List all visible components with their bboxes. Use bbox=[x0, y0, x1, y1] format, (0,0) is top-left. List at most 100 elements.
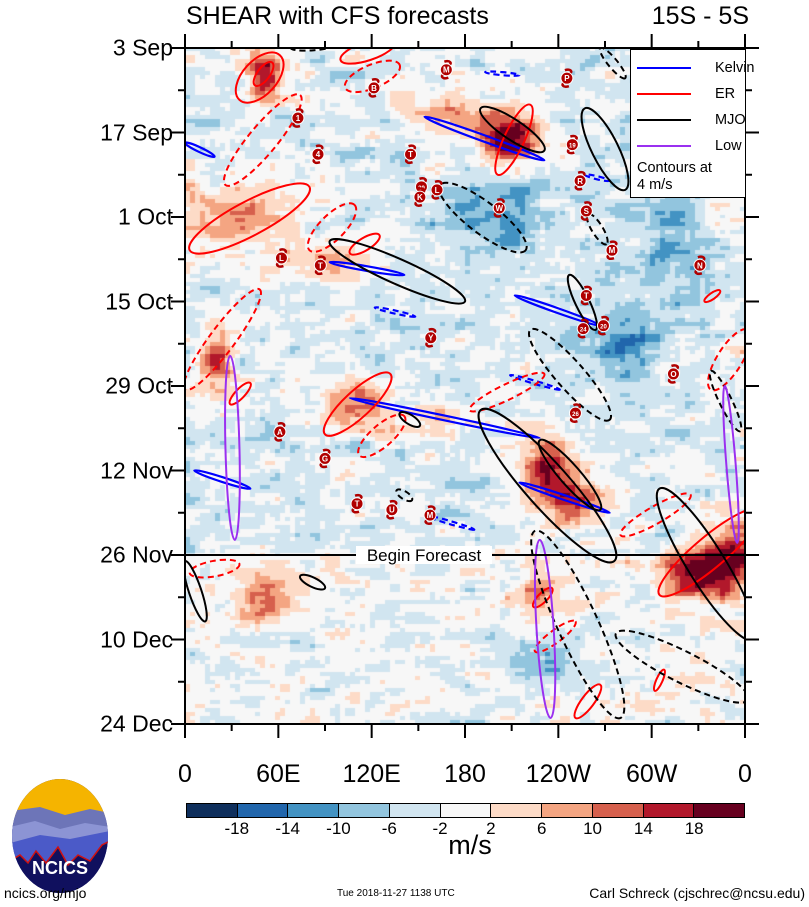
y-tick-label: 1 Oct bbox=[118, 203, 173, 230]
storm-icon bbox=[576, 322, 590, 336]
x-tick-label: 120E bbox=[342, 760, 401, 788]
storm-marker: Y bbox=[424, 327, 438, 348]
legend-item-low: Low bbox=[637, 138, 742, 154]
contour-note: Contours at 4 m/s bbox=[637, 160, 712, 194]
storm-icon bbox=[568, 406, 582, 420]
storm-marker: G bbox=[318, 448, 332, 469]
storm-icon bbox=[423, 508, 437, 522]
storm-icon bbox=[596, 319, 610, 333]
storm-label: A bbox=[277, 428, 283, 437]
storm-icon bbox=[424, 331, 438, 345]
storm-label: O bbox=[670, 370, 676, 379]
legend-item-mjo: MJO bbox=[637, 112, 746, 128]
storm-label: T bbox=[355, 500, 360, 509]
contour-er-neg bbox=[619, 492, 692, 538]
ncics-logo: NCICS bbox=[12, 779, 108, 893]
contour-mjo-neg bbox=[530, 529, 626, 720]
storm-label: R bbox=[577, 177, 583, 186]
colorbar-swatch bbox=[440, 804, 492, 817]
storm-icon bbox=[350, 497, 364, 511]
colorbar-swatch bbox=[542, 804, 593, 817]
storm-marker: W bbox=[492, 198, 506, 218]
storm-label: 4 bbox=[316, 150, 321, 159]
contour-mjo-pos bbox=[479, 105, 546, 154]
forecast-label: Begin Forecast bbox=[367, 546, 482, 565]
storm-icon bbox=[573, 174, 587, 188]
storm-icon bbox=[666, 367, 680, 381]
contour-mjo-pos bbox=[298, 573, 327, 591]
storm-label: P bbox=[564, 74, 570, 83]
contour-er-neg bbox=[185, 287, 262, 392]
colorbar-tick-label: -2 bbox=[432, 819, 448, 838]
storm-icon bbox=[605, 243, 619, 257]
storm-marker: A bbox=[273, 422, 287, 442]
storm-marker: B bbox=[367, 78, 381, 98]
legend-label: MJO bbox=[715, 112, 746, 128]
footer-author: Carl Schreck (cjschrec@ncsu.edu) bbox=[589, 885, 805, 901]
contour-kelvin-neg bbox=[509, 373, 561, 391]
legend-label: Low bbox=[715, 138, 742, 154]
colorbar-swatch bbox=[643, 804, 695, 817]
x-tick-label: 0 bbox=[738, 760, 752, 788]
storm-marker: T bbox=[579, 285, 593, 306]
storm-label: 19 bbox=[569, 144, 576, 150]
storm-icon bbox=[560, 71, 574, 85]
storm-label: 20 bbox=[600, 325, 607, 331]
legend-label: Kelvin bbox=[715, 60, 755, 76]
storm-marker: M bbox=[423, 505, 437, 525]
colorbar-swatch bbox=[592, 804, 644, 817]
contour-mjo-neg bbox=[289, 48, 336, 52]
x-tick-label: 0 bbox=[178, 760, 192, 788]
storm-marker: S bbox=[579, 201, 593, 221]
storm-marker: L bbox=[430, 180, 444, 200]
storm-label: 1 bbox=[296, 114, 301, 123]
storm-label: L bbox=[279, 254, 284, 263]
wave-contours bbox=[185, 48, 745, 720]
contour-low-pos bbox=[722, 384, 740, 544]
storm-marker: U bbox=[385, 499, 399, 520]
contour-mjo-neg bbox=[438, 181, 528, 254]
storm-label: S bbox=[584, 207, 590, 216]
x-tick-label: 180 bbox=[444, 760, 486, 788]
contour-mjo-pos bbox=[398, 411, 422, 428]
contour-er-neg bbox=[306, 202, 358, 253]
colorbar-swatch bbox=[339, 804, 390, 817]
storm-marker: L bbox=[274, 248, 288, 268]
contour-er-pos bbox=[573, 683, 603, 720]
contour-er-neg bbox=[357, 413, 407, 459]
storm-marker: P bbox=[560, 68, 574, 88]
contour-er-neg bbox=[533, 619, 577, 654]
storm-marker: 4 bbox=[311, 144, 325, 164]
y-tick-label: 17 Sep bbox=[100, 119, 173, 145]
storm-icon bbox=[385, 503, 399, 517]
storm-label: N bbox=[697, 261, 703, 270]
legend-label: ER bbox=[715, 86, 736, 102]
contour-er-pos bbox=[348, 232, 381, 256]
storm-icon bbox=[579, 288, 593, 302]
y-tick-label: 10 Dec bbox=[100, 626, 173, 652]
x-tick-label: 120W bbox=[525, 760, 591, 788]
y-tick-label: 3 Sep bbox=[112, 34, 173, 61]
storm-icon bbox=[367, 81, 381, 95]
colorbar-swatch bbox=[288, 804, 340, 817]
storm-label: M bbox=[609, 246, 616, 255]
contour-note-line: Contours at bbox=[637, 160, 712, 176]
chart-title: SHEAR with CFS forecasts bbox=[186, 2, 489, 30]
forecast-label-bg bbox=[356, 546, 492, 564]
storm-marker: T bbox=[404, 144, 418, 164]
contour-kelvin-pos bbox=[328, 260, 406, 277]
colorbar-tick-label: -18 bbox=[224, 819, 250, 838]
colorbar-tick-label: -10 bbox=[326, 819, 351, 838]
storm-marker: T bbox=[313, 255, 327, 276]
contour-mjo-pos bbox=[477, 407, 618, 564]
colorbar-tick-label: -6 bbox=[381, 819, 397, 838]
storm-icon bbox=[579, 204, 593, 218]
storm-icon bbox=[273, 425, 287, 439]
colorbar-tick-label: 14 bbox=[633, 819, 653, 838]
storm-icon bbox=[439, 63, 453, 77]
storm-icon bbox=[313, 258, 327, 272]
contour-low-pos bbox=[533, 538, 557, 719]
storm-marker: 19 bbox=[565, 134, 579, 155]
storm-label: B bbox=[371, 84, 377, 93]
